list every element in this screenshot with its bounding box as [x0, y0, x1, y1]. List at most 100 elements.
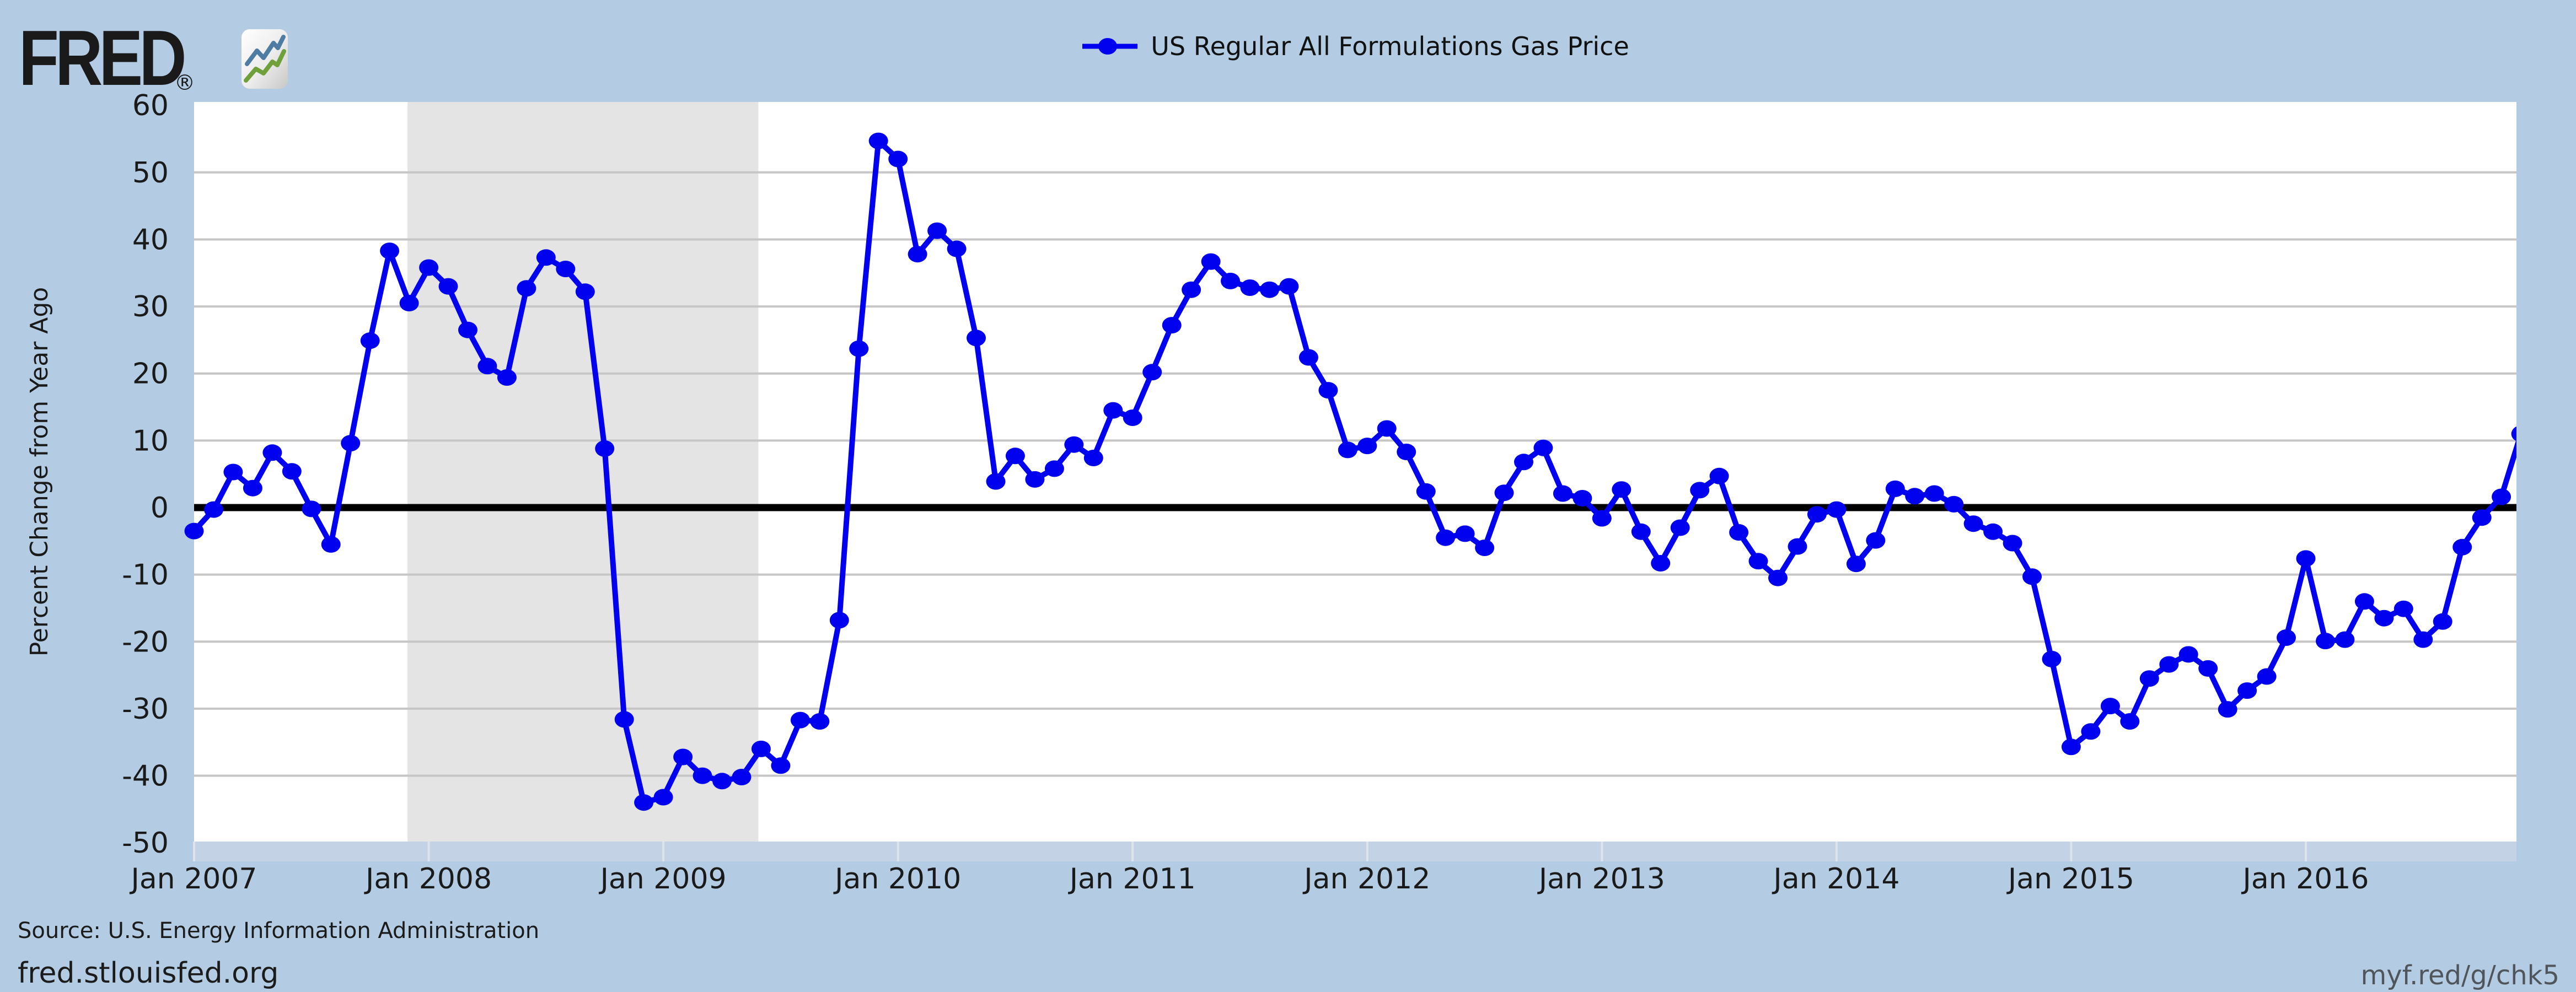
data-point-marker [223, 463, 243, 481]
legend: US Regular All Formulations Gas Price [194, 20, 2516, 73]
y-tick-label-10: 10 [132, 424, 169, 457]
data-point-marker [1123, 409, 1142, 426]
data-point-marker [595, 440, 615, 457]
registered-trademark: ® [174, 71, 195, 95]
data-point-marker [2100, 698, 2120, 715]
data-point-marker [1690, 482, 1710, 499]
data-point-marker [810, 713, 830, 730]
y-tick-label--10: -10 [122, 559, 169, 592]
series-gas-price [184, 132, 2516, 811]
data-point-marker [575, 283, 595, 300]
data-point-marker [2061, 738, 2081, 756]
data-point-marker [927, 222, 947, 239]
data-point-marker [1044, 460, 1064, 477]
data-point-marker [2198, 660, 2218, 677]
recession-band [407, 102, 759, 842]
data-point-marker [1514, 454, 1533, 471]
data-point-marker [1064, 436, 1084, 453]
data-point-marker [2472, 509, 2492, 526]
x-tick-label-jan-2013: Jan 2013 [1537, 862, 1665, 896]
y-axis-title: Percent Change from Year Ago [25, 287, 53, 656]
y-tick-label--30: -30 [122, 693, 169, 726]
data-point-marker [1083, 450, 1103, 466]
data-point-marker [1807, 506, 1827, 523]
data-point-marker [1670, 519, 1690, 536]
data-point-marker [1905, 488, 1925, 505]
data-point-marker [1142, 364, 1162, 381]
data-point-marker [1494, 484, 1514, 502]
data-point-marker [1827, 501, 1847, 518]
data-point-marker [1201, 253, 1221, 270]
legend-series-marker-icon [1082, 38, 1138, 55]
fred-site-url: fred.stlouisfed.org [18, 957, 279, 990]
data-point-marker [2159, 656, 2179, 673]
data-point-marker [2218, 701, 2237, 718]
y-tick-label-0: 0 [151, 492, 169, 525]
data-point-marker [1260, 281, 1279, 298]
data-point-marker [1788, 538, 1807, 555]
data-point-marker [1748, 553, 1768, 570]
data-point-marker [1397, 444, 1416, 460]
data-point-marker [184, 522, 204, 540]
data-point-marker [1533, 439, 1553, 456]
data-point-marker [2042, 650, 2062, 667]
data-point-marker [967, 330, 986, 347]
x-tick-label-jan-2007: Jan 2007 [129, 862, 257, 896]
data-point-marker [1612, 481, 1632, 498]
data-point-marker [1182, 281, 1201, 298]
data-point-marker [790, 711, 810, 729]
data-point-marker [2393, 600, 2413, 617]
data-point-marker [2277, 629, 2296, 646]
data-point-marker [2237, 682, 2257, 699]
data-point-marker [2139, 670, 2159, 687]
data-point-marker [1005, 448, 1025, 465]
data-point-marker [653, 789, 673, 806]
fred-logo: FRED ® [19, 14, 288, 102]
fred-logo-text: FRED [19, 14, 187, 102]
x-tick-label-jan-2010: Jan 2010 [833, 862, 961, 896]
data-point-marker [1279, 278, 1299, 295]
data-point-marker [1866, 532, 1886, 549]
x-tick-label-jan-2015: Jan 2015 [2006, 862, 2134, 896]
data-point-marker [1455, 525, 1475, 542]
data-point-marker [1416, 483, 1436, 500]
data-point-marker [614, 711, 634, 728]
y-tick-label--50: -50 [122, 827, 169, 860]
data-point-marker [1963, 515, 1983, 532]
data-point-marker [2354, 593, 2374, 610]
data-point-marker [1944, 495, 1964, 513]
y-axis-labels: 60 50 40 30 20 10 0 -10 -20 -30 -40 -50 [122, 89, 169, 860]
data-point-marker [2120, 713, 2140, 730]
x-axis-labels: Jan 2007 Jan 2008 Jan 2009 Jan 2010 Jan 2011… [129, 862, 2369, 896]
x-axis-ticks [193, 842, 2307, 861]
x-tick-label-jan-2009: Jan 2009 [599, 862, 727, 896]
data-point-marker [1553, 485, 1573, 502]
data-point-marker [1357, 438, 1377, 455]
fred-chart-icon [241, 29, 288, 89]
data-point-marker [1846, 556, 1866, 573]
data-point-marker [243, 479, 262, 497]
data-point-marker [986, 473, 1006, 490]
data-point-marker [1436, 529, 1456, 546]
y-tick-label--20: -20 [122, 626, 169, 659]
x-tick-label-jan-2016: Jan 2016 [2241, 862, 2369, 896]
data-point-marker [2433, 613, 2452, 630]
data-point-marker [947, 240, 967, 257]
x-tick-label-jan-2012: Jan 2012 [1302, 862, 1430, 896]
data-point-marker [751, 740, 771, 757]
x-tick-label-jan-2014: Jan 2014 [1772, 862, 1899, 896]
data-point-marker [2413, 631, 2433, 648]
data-point-marker [1983, 523, 2003, 540]
data-point-marker [1592, 510, 1612, 527]
data-point-marker [1240, 279, 1260, 296]
legend-series-label: US Regular All Formulations Gas Price [1151, 31, 1629, 61]
data-point-marker [849, 340, 869, 357]
data-point-marker [1924, 485, 1944, 502]
data-point-marker [1475, 540, 1495, 556]
data-point-marker [2492, 488, 2511, 505]
data-point-marker [1651, 555, 1671, 572]
data-point-marker [204, 501, 223, 518]
data-point-marker [1885, 480, 1905, 497]
data-point-marker [438, 278, 458, 295]
